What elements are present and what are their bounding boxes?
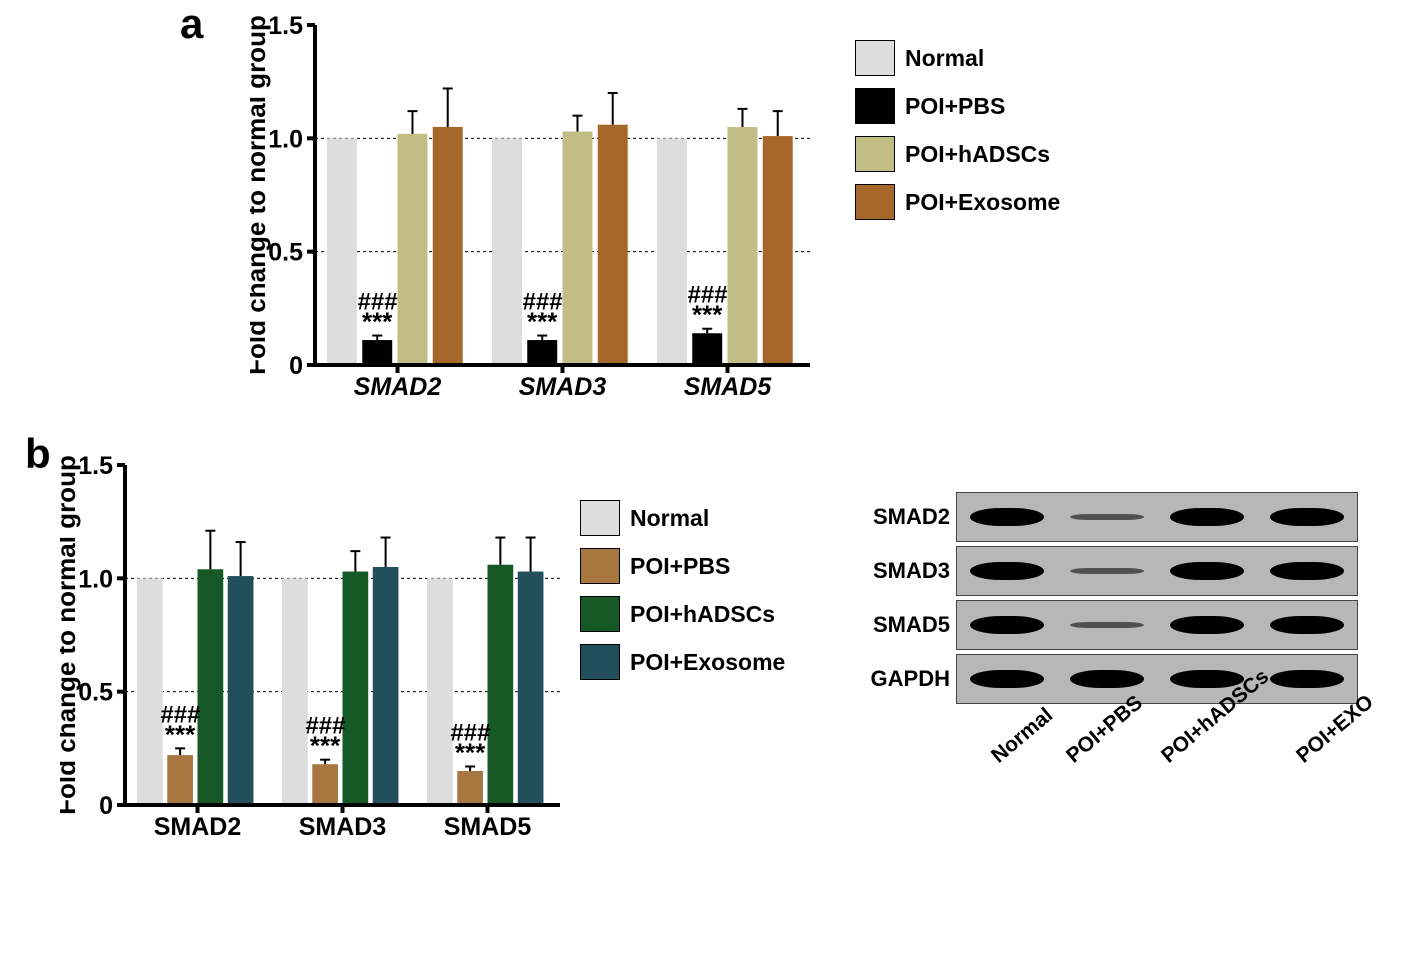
blot-label: GAPDH: [840, 666, 956, 692]
legend-item: POI+hADSCs: [580, 596, 785, 632]
blot-label: SMAD2: [840, 504, 956, 530]
blot-band: [1070, 622, 1144, 628]
legend-item: POI+Exosome: [580, 644, 785, 680]
svg-text:SMAD5: SMAD5: [444, 813, 532, 841]
legend-item: Normal: [855, 40, 1060, 76]
svg-text:***: ***: [692, 300, 723, 330]
svg-text:***: ***: [310, 731, 341, 761]
svg-text:Fold change to normal group: Fold change to normal group: [250, 15, 271, 375]
legend-a: Normal POI+PBS POI+hADSCs POI+Exosome: [855, 40, 1060, 232]
blot-band: [970, 616, 1044, 634]
svg-text:SMAD3: SMAD3: [519, 373, 607, 401]
blot-row: GAPDH: [840, 652, 1358, 706]
blot-band: [970, 670, 1044, 688]
legend-label: POI+PBS: [905, 93, 1005, 120]
svg-text:0: 0: [289, 352, 303, 380]
legend-swatch: [855, 184, 895, 220]
svg-text:SMAD5: SMAD5: [684, 373, 773, 401]
legend-item: POI+hADSCs: [855, 136, 1060, 172]
svg-text:0: 0: [99, 792, 113, 820]
blot-strip: [956, 600, 1358, 650]
blot-strip: [956, 546, 1358, 596]
legend-label: POI+PBS: [630, 553, 730, 580]
blot-row: SMAD5: [840, 598, 1358, 652]
legend-b: Normal POI+PBS POI+hADSCs POI+Exosome: [580, 500, 785, 692]
svg-text:SMAD2: SMAD2: [154, 813, 242, 841]
svg-text:***: ***: [527, 307, 558, 337]
legend-label: Normal: [905, 45, 984, 72]
blot-band: [1070, 568, 1144, 574]
legend-item: POI+Exosome: [855, 184, 1060, 220]
svg-text:1.5: 1.5: [78, 455, 113, 480]
svg-text:Fold change to normal group: Fold change to normal group: [60, 455, 81, 815]
panel-label-b: b: [25, 430, 51, 478]
blot-strip: [956, 492, 1358, 542]
legend-swatch: [580, 548, 620, 584]
svg-text:0.5: 0.5: [268, 239, 303, 267]
blot-strip: [956, 654, 1358, 704]
legend-swatch: [855, 40, 895, 76]
legend-swatch: [855, 136, 895, 172]
legend-label: POI+Exosome: [630, 649, 785, 676]
blot-band: [1170, 616, 1244, 634]
blot-band: [970, 562, 1044, 580]
svg-text:1.0: 1.0: [78, 565, 113, 593]
blot-label: SMAD5: [840, 612, 956, 638]
blot-label: SMAD3: [840, 558, 956, 584]
blot-row: SMAD2: [840, 490, 1358, 544]
blot-band: [1270, 670, 1344, 688]
legend-item: POI+PBS: [855, 88, 1060, 124]
legend-swatch: [580, 596, 620, 632]
blot-band: [1070, 670, 1144, 688]
legend-swatch: [855, 88, 895, 124]
figure-canvas: a b Fold change to normal group SMAD2 SMAD…: [0, 0, 1418, 979]
legend-label: POI+hADSCs: [905, 141, 1050, 168]
svg-text:SMAD2: SMAD2: [354, 373, 442, 401]
blot-xlabels: NormalPOI+PBSPOI+hADSCsPOI+EXO: [956, 710, 1356, 734]
legend-label: POI+Exosome: [905, 189, 1060, 216]
western-blots: SMAD2SMAD3SMAD5GAPDHNormalPOI+PBSPOI+hAD…: [840, 490, 1358, 706]
blot-band: [1270, 562, 1344, 580]
blot-band: [970, 508, 1044, 526]
blot-xlabel: Normal: [987, 703, 1058, 768]
svg-text:0.5: 0.5: [78, 679, 113, 707]
chart-a: Fold change to normal group SMAD2 SMAD3 SMA…: [250, 15, 815, 410]
legend-item: POI+PBS: [580, 548, 785, 584]
legend-label: POI+hADSCs: [630, 601, 775, 628]
legend-item: Normal: [580, 500, 785, 536]
chart-b: Fold change to normal group SMAD2 SMAD3 SMA…: [60, 455, 565, 850]
blot-row: SMAD3: [840, 544, 1358, 598]
svg-text:SMAD3: SMAD3: [299, 813, 387, 841]
blot-band: [1070, 514, 1144, 520]
svg-text:1.0: 1.0: [268, 125, 303, 153]
svg-text:1.5: 1.5: [268, 15, 303, 40]
panel-label-a: a: [180, 0, 203, 48]
blot-band: [1270, 616, 1344, 634]
legend-swatch: [580, 500, 620, 536]
legend-label: Normal: [630, 505, 709, 532]
svg-text:***: ***: [455, 737, 486, 767]
svg-text:***: ***: [362, 307, 393, 337]
blot-band: [1170, 508, 1244, 526]
blot-band: [1170, 562, 1244, 580]
legend-swatch: [580, 644, 620, 680]
blot-band: [1270, 508, 1344, 526]
svg-text:***: ***: [165, 719, 196, 749]
